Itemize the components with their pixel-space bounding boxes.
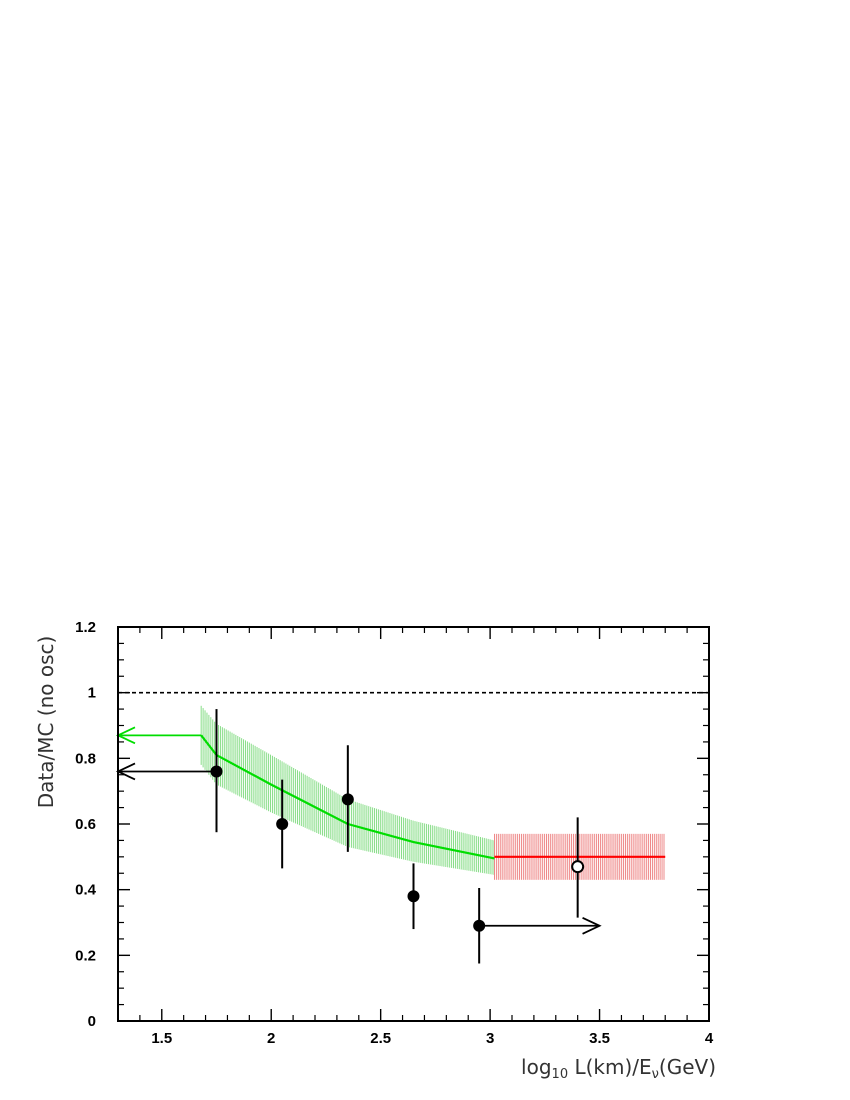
y-tick-label: 0 — [88, 1013, 96, 1030]
y-axis-title: Data/MC (no osc) — [34, 636, 58, 809]
x-tick-label: 3 — [486, 1030, 494, 1047]
y-tick-label: 0.6 — [75, 816, 96, 833]
y-tick-label: 0.4 — [75, 882, 97, 899]
x-axis-ticks: 1.5 2 2.5 3 3.5 4 — [117, 627, 714, 1047]
x-tick-label: 1.5 — [151, 1030, 172, 1047]
y-tick-label: 0.2 — [75, 947, 96, 964]
prediction-curves — [200, 734, 666, 860]
x-axis-title: log10 L(km)/Eν(GeV) — [521, 1055, 716, 1082]
y-tick-label: 1.2 — [75, 619, 96, 636]
y-tick-label: 0.8 — [75, 750, 96, 767]
data-points — [210, 709, 585, 964]
data-point — [341, 793, 354, 806]
y-tick-label: 1 — [88, 685, 96, 702]
series-line-0 — [200, 734, 495, 860]
x-axis-title-log-base: 10 — [552, 1067, 569, 1082]
x-tick-label: 3.5 — [589, 1030, 610, 1047]
data-point — [276, 818, 289, 830]
data-point — [210, 765, 223, 778]
x-tick-label: 4 — [705, 1030, 714, 1047]
x-axis-title-middle: L(km)/E — [568, 1055, 652, 1079]
x-axis-title-unit: (GeV) — [659, 1055, 716, 1079]
x-axis-title-nu: ν — [652, 1067, 659, 1082]
x-axis-title-log: log — [521, 1055, 552, 1079]
data-point — [473, 919, 486, 932]
data-point-open — [571, 860, 585, 874]
data-point — [407, 890, 420, 903]
x-tick-label: 2.5 — [370, 1030, 391, 1047]
x-tick-label: 2 — [267, 1030, 275, 1047]
y-axis-ticks: 0 0.2 0.4 0.6 0.8 1 1.2 — [75, 619, 709, 1030]
uncertainty-bands — [200, 705, 665, 880]
arrow-head — [582, 916, 602, 935]
